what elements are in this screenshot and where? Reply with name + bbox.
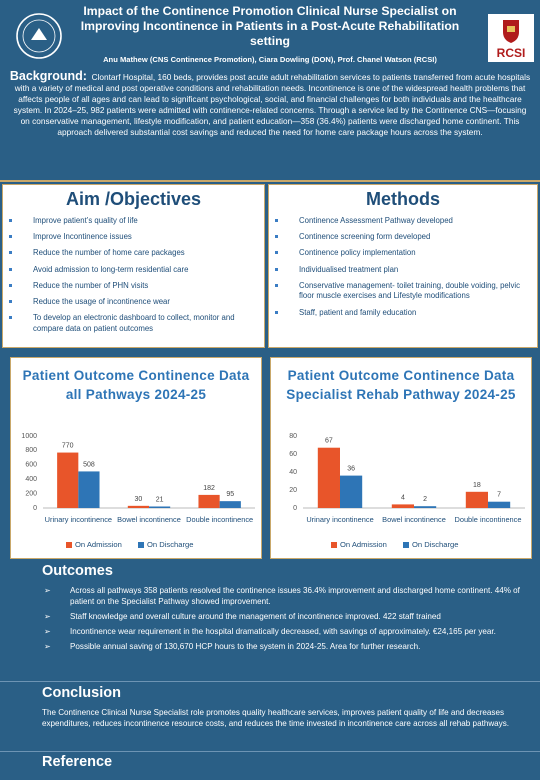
y-tick-label: 200: [25, 490, 37, 497]
x-tick-label: Urinary incontinence: [306, 515, 373, 524]
x-tick-label: Double incontinence: [455, 515, 522, 524]
legend-swatch: [138, 542, 144, 548]
legend-label: On Discharge: [412, 540, 458, 549]
legend-label: On Admission: [340, 540, 387, 549]
list-item: Individualised treatment plan: [275, 265, 533, 276]
aim-panel: Aim /Objectives Improve patient’s qualit…: [2, 184, 265, 348]
methods-list: Continence Assessment Pathway developed C…: [269, 216, 537, 318]
data-label: 508: [83, 461, 95, 468]
y-tick-label: 600: [25, 462, 37, 469]
chart-box: Patient Outcome Continence Data all Path…: [10, 357, 262, 559]
list-item: Incontinence wear requirement in the hos…: [44, 626, 522, 637]
legend-label: On Discharge: [147, 540, 193, 549]
data-label: 182: [203, 485, 215, 492]
legend-swatch: [403, 542, 409, 548]
divider: [0, 751, 540, 752]
rcsi-logo: RCSI: [488, 14, 534, 62]
list-item: Improve patient’s quality of life: [9, 216, 260, 227]
legend-swatch: [331, 542, 337, 548]
x-tick-label: Bowel incontinence: [382, 515, 446, 524]
section-heading: Aim /Objectives: [65, 189, 202, 209]
list-item: Reduce the usage of incontinence wear: [9, 297, 260, 308]
chart: 0 200 400 600 800 1000 Urinary incontinence 770…: [21, 433, 255, 549]
divider: [0, 180, 540, 182]
section-heading: Background:: [9, 69, 87, 83]
bar: [414, 506, 437, 508]
list-item: Improve Incontinence issues: [9, 232, 260, 243]
methods-panel: Methods Continence Assessment Pathway de…: [268, 184, 538, 348]
x-tick-label: Urinary incontinence: [45, 515, 112, 524]
data-label: 95: [226, 491, 234, 498]
aim-list: Improve patient’s quality of life Improve…: [3, 216, 264, 334]
bar: [317, 447, 340, 508]
bar: [198, 494, 220, 508]
list-item: To develop an electronic dashboard to co…: [9, 313, 260, 334]
y-tick-label: 0: [293, 505, 297, 512]
list-item: Across all pathways 358 patients resolve…: [44, 585, 522, 607]
x-tick-label: Bowel incontinence: [117, 515, 181, 524]
data-label: 30: [135, 496, 143, 503]
data-label: 2: [423, 496, 427, 503]
section-heading: Methods: [366, 189, 440, 209]
outcomes-section: Outcomes Across all pathways 358 patient…: [0, 563, 540, 656]
data-label: 7: [497, 492, 501, 499]
data-label: 21: [156, 496, 164, 503]
y-tick-label: 20: [289, 487, 297, 494]
chart-box: Patient Outcome Continence Data Speciali…: [270, 357, 532, 559]
list-item: Staff, patient and family education: [275, 308, 533, 319]
y-tick-label: 1000: [21, 433, 37, 440]
bar: [340, 475, 363, 508]
y-tick-label: 80: [289, 433, 297, 440]
hospital-logo: [16, 13, 62, 59]
y-tick-label: 400: [25, 476, 37, 483]
data-label: 18: [473, 482, 481, 489]
section-heading: Outcomes: [42, 563, 113, 579]
legend-swatch: [66, 542, 72, 548]
bar: [465, 491, 488, 508]
bar: [127, 505, 149, 508]
list-item: Conservative management- toilet training…: [275, 281, 533, 302]
legend-label: On Admission: [75, 540, 122, 549]
bar: [57, 452, 79, 508]
bar: [219, 501, 241, 508]
data-label: 67: [325, 438, 333, 445]
list-item: Reduce the number of home care packages: [9, 248, 260, 259]
chart-title: Patient Outcome Continence Data Speciali…: [286, 368, 516, 402]
background-section: Background: Clontarf Hospital, 160 beds,…: [8, 69, 532, 139]
chart: 0 20 40 60 80 Urinary incontinence 67 36 Bowel i…: [289, 433, 525, 549]
list-item: Staff knowledge and overall culture arou…: [44, 611, 522, 622]
data-label: 4: [401, 494, 405, 501]
list-item: Continence policy implementation: [275, 248, 533, 259]
conclusion-section: Conclusion The Continence Clinical Nurse…: [0, 685, 540, 730]
y-tick-label: 60: [289, 451, 297, 458]
header: Impact of the Continence Promotion Clini…: [0, 0, 540, 70]
conclusion-text: The Continence Clinical Nurse Specialist…: [42, 708, 510, 729]
data-label: 36: [347, 466, 355, 473]
list-item: Continence Assessment Pathway developed: [275, 216, 533, 227]
x-tick-label: Double incontinence: [186, 515, 253, 524]
y-tick-label: 0: [33, 505, 37, 512]
background-text: Clontarf Hospital, 160 beds, provides po…: [13, 72, 531, 138]
bar: [391, 504, 414, 508]
bar: [488, 501, 511, 508]
section-heading: Reference: [42, 754, 113, 770]
section-heading: Conclusion: [42, 685, 121, 701]
y-tick-label: 800: [25, 447, 37, 454]
bar: [78, 471, 100, 508]
logo-text: RCSI: [496, 46, 526, 60]
chart-title: Patient Outcome Continence Data all Path…: [22, 368, 250, 402]
list-item: Avoid admission to long-term residential…: [9, 265, 260, 276]
list-item: Continence screening form developed: [275, 232, 533, 243]
data-label: 770: [62, 443, 74, 450]
outcomes-list: Across all pathways 358 patients resolve…: [0, 585, 540, 652]
list-item: Possible annual saving of 130,670 HCP ho…: [44, 641, 522, 652]
poster-title: Impact of the Continence Promotion Clini…: [80, 4, 460, 48]
reference-section: Reference: [0, 754, 540, 770]
authors: Anu Mathew (CNS Continence Promotion), C…: [103, 55, 437, 64]
list-item: Reduce the number of PHN visits: [9, 281, 260, 292]
y-tick-label: 40: [289, 469, 297, 476]
divider: [0, 681, 540, 682]
bar: [149, 506, 171, 508]
